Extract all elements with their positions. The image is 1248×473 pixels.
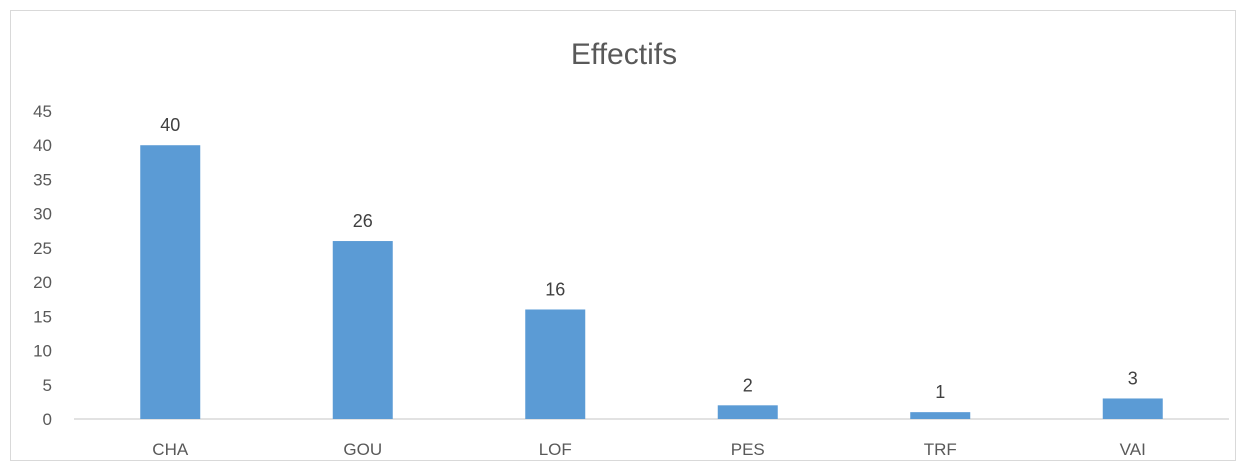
bar-gou <box>332 241 393 419</box>
x-tick-label: VAI <box>1120 440 1146 459</box>
chart-frame <box>10 10 1236 461</box>
x-tick-label: TRF <box>924 440 957 459</box>
data-label: 16 <box>545 279 565 299</box>
y-tick-label: 45 <box>33 102 52 121</box>
bar-vai <box>1102 398 1163 419</box>
x-tick-label: LOF <box>539 440 572 459</box>
y-tick-label: 30 <box>33 205 52 224</box>
bar-cha <box>140 145 201 419</box>
x-tick-label: PES <box>731 440 765 459</box>
bar-trf <box>910 412 971 419</box>
bar-lof <box>525 309 586 419</box>
x-tick-label: CHA <box>152 440 189 459</box>
data-label: 1 <box>935 382 945 402</box>
data-label: 3 <box>1128 368 1138 388</box>
y-tick-label: 0 <box>43 410 52 429</box>
data-label: 40 <box>160 115 180 135</box>
data-label: 26 <box>353 211 373 231</box>
y-tick-label: 20 <box>33 273 52 292</box>
y-tick-label: 5 <box>43 376 52 395</box>
chart-title: Effectifs <box>570 38 678 71</box>
y-tick-label: 25 <box>33 239 52 258</box>
y-tick-label: 15 <box>33 307 52 326</box>
x-tick-label: GOU <box>343 440 382 459</box>
data-label: 2 <box>743 375 753 395</box>
bar-pes <box>717 405 778 419</box>
y-tick-label: 35 <box>33 170 52 189</box>
y-tick-label: 40 <box>33 136 52 155</box>
y-tick-label: 10 <box>33 342 52 361</box>
